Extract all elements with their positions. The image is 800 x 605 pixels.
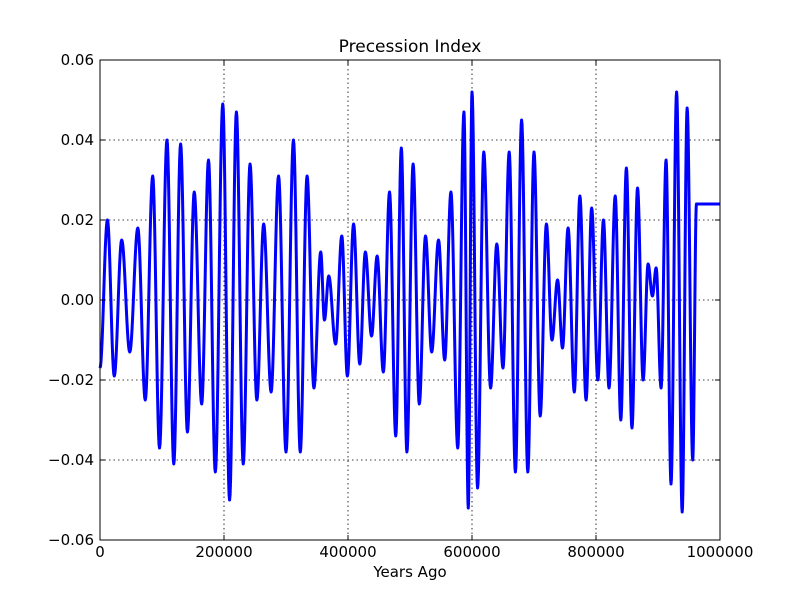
- x-axis-label: Years Ago: [372, 563, 446, 581]
- y-tick-label: 0.00: [61, 291, 94, 309]
- x-tick-label: 400000: [319, 543, 376, 561]
- y-tick-label: −0.02: [48, 371, 94, 389]
- x-tick-label: 200000: [195, 543, 252, 561]
- x-tick-label: 800000: [567, 543, 624, 561]
- y-tick-label: −0.06: [48, 531, 94, 549]
- y-tick-label: −0.04: [48, 451, 94, 469]
- series-layer: [98, 90, 720, 514]
- chart-title: Precession Index: [339, 37, 482, 57]
- y-tick-labels: −0.06 −0.04 −0.02 0.00 0.02 0.04 0.06: [48, 51, 94, 549]
- tick-layer: [99, 59, 721, 541]
- x-tick-label: 1000000: [687, 543, 754, 561]
- y-tick-label: 0.04: [61, 131, 94, 149]
- x-tick-label: 600000: [443, 543, 500, 561]
- x-tick-label: 0: [95, 543, 105, 561]
- x-tick-labels: 0 200000 400000 600000 800000 1000000: [95, 543, 753, 561]
- y-tick-label: 0.06: [61, 51, 94, 69]
- y-tick-label: 0.02: [61, 211, 94, 229]
- precession-series-line: [98, 90, 720, 514]
